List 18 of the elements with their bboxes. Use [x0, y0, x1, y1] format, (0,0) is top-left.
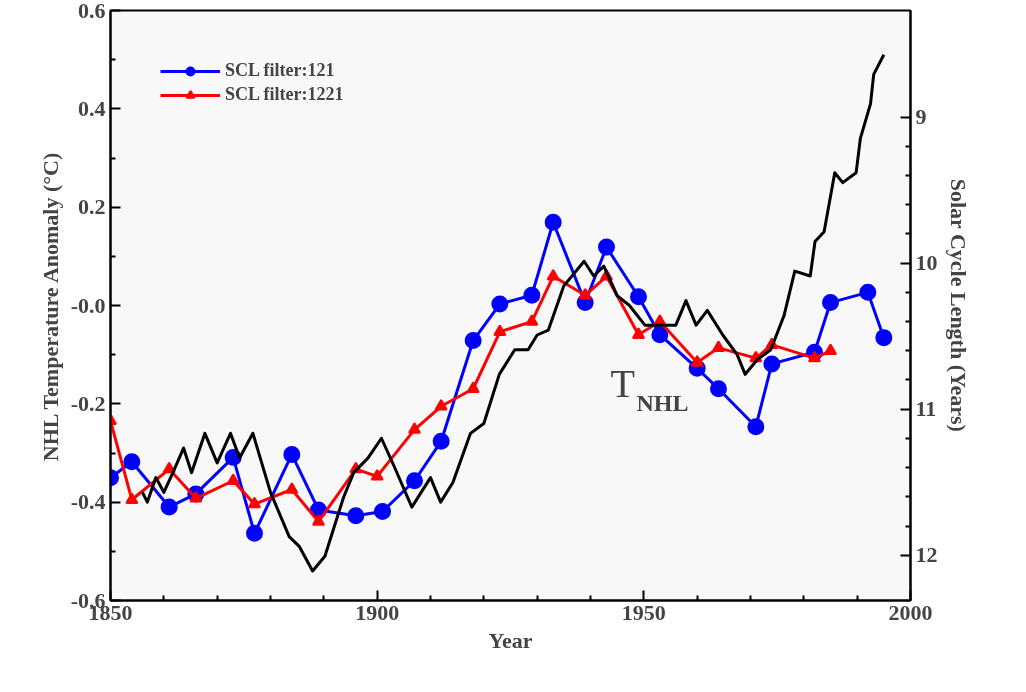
- y-tick-label: 0.2: [78, 194, 106, 220]
- y-tick-label: -0.2: [70, 390, 106, 416]
- y2-tick-label: 9: [915, 104, 927, 130]
- y-tick-label: -0.4: [70, 489, 106, 515]
- y2-tick-label: 11: [915, 396, 937, 422]
- y-tick-label: -0.0: [70, 292, 106, 318]
- x-tick-label: 2000: [888, 599, 933, 625]
- legend-label: SCL filter:1221: [225, 84, 344, 105]
- y2-tick-label: 10: [915, 250, 938, 276]
- y2-tick-label: 12: [915, 542, 938, 568]
- y-tick-label: 0.4: [78, 95, 106, 121]
- y2-axis-title: Solar Cycle Length (Years): [945, 178, 971, 432]
- x-tick-label: 1950: [621, 599, 666, 625]
- y-axis-title: NHL Temperature Anomaly (°C): [37, 152, 63, 462]
- y-tick-label: 0.6: [78, 0, 106, 23]
- x-tick-label: 1900: [355, 599, 400, 625]
- legend-label: SCL filter:121: [225, 60, 335, 81]
- x-axis-title: Year: [488, 627, 533, 653]
